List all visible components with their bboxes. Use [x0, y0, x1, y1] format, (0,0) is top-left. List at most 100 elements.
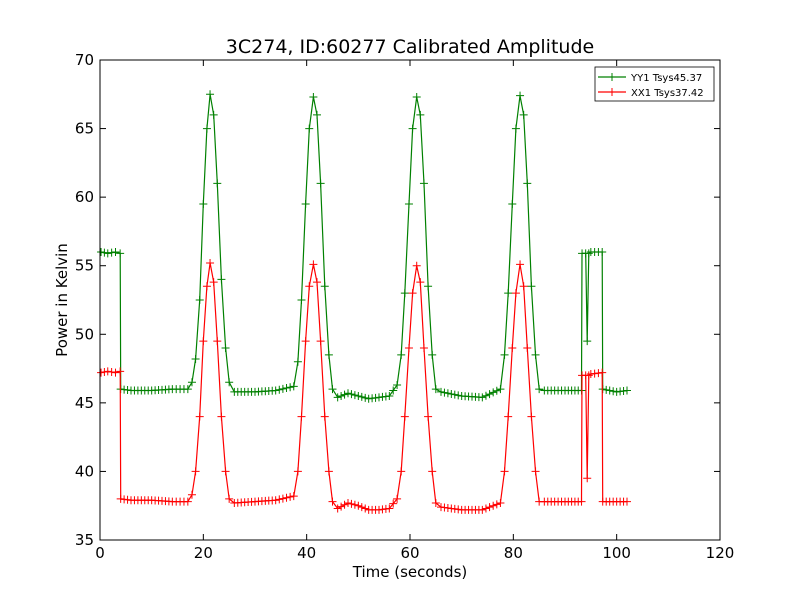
data-point	[516, 260, 525, 269]
data-point	[199, 200, 208, 208]
data-point	[416, 110, 425, 119]
data-point	[608, 73, 616, 81]
y-tick-label: 40	[75, 462, 94, 480]
data-point	[454, 391, 463, 400]
data-point	[412, 93, 421, 102]
data-point	[428, 350, 437, 359]
data-point	[328, 497, 337, 506]
data-point	[424, 282, 433, 291]
data-point	[609, 387, 618, 396]
data-point	[289, 382, 298, 391]
data-point	[447, 389, 456, 398]
x-axis-label: Time (seconds)	[352, 563, 468, 581]
y-tick-label: 45	[75, 394, 94, 412]
legend-box	[594, 66, 715, 102]
data-point	[191, 467, 200, 476]
data-point	[305, 282, 314, 291]
data-point	[97, 368, 106, 377]
data-point	[347, 390, 356, 399]
data-point	[333, 504, 342, 513]
data-point	[316, 179, 325, 188]
data-point	[511, 289, 520, 298]
data-point	[583, 474, 592, 483]
y-axis-label: Power in Kelvin	[53, 243, 71, 357]
data-point	[309, 93, 318, 102]
data-point	[278, 384, 287, 393]
data-point	[320, 282, 329, 291]
data-point	[412, 261, 421, 270]
data-point	[519, 282, 528, 291]
data-point	[199, 337, 208, 346]
data-point	[389, 386, 398, 395]
data-point	[103, 249, 112, 258]
data-point	[271, 386, 280, 395]
data-point	[531, 350, 540, 359]
data-point	[492, 386, 501, 395]
data-point	[485, 503, 494, 512]
data-point	[400, 412, 409, 421]
data-point	[523, 179, 532, 188]
chart-title: 3C274, ID:60277 Calibrated Amplitude	[226, 36, 594, 58]
data-point	[481, 504, 490, 513]
data-point	[393, 381, 402, 390]
data-point	[282, 384, 291, 393]
x-tick-label: 80	[504, 544, 523, 562]
data-point	[361, 504, 370, 513]
y-tick-label: 50	[75, 325, 94, 343]
plot-area: 0 20 40 60 80 100 120 35 40 45 50 55 60 65 70	[75, 51, 734, 562]
data-point	[527, 412, 536, 421]
data-point	[504, 412, 513, 421]
data-point	[608, 88, 616, 96]
data-point	[103, 367, 112, 376]
data-point	[313, 110, 321, 119]
data-point	[320, 412, 329, 421]
x-tick-label: 40	[297, 544, 316, 562]
data-point	[489, 501, 498, 510]
data-point	[584, 371, 593, 380]
y-tick-label: 70	[75, 51, 94, 69]
data-point	[478, 393, 487, 402]
data-point	[206, 258, 215, 267]
data-point	[508, 200, 517, 208]
data-point	[508, 344, 517, 352]
y-tick-label: 55	[75, 257, 94, 275]
legend-label: YY1 Tsys45.37	[630, 73, 702, 84]
data-point	[97, 248, 106, 256]
data-point	[309, 260, 318, 269]
data-point	[500, 350, 509, 359]
data-point	[275, 495, 284, 504]
data-point	[535, 385, 544, 394]
data-point	[443, 389, 452, 398]
data-point	[324, 467, 333, 476]
data-point	[344, 498, 352, 507]
data-point	[316, 337, 325, 346]
data-point	[404, 344, 413, 352]
y-tick-label: 35	[75, 531, 94, 549]
data-point	[187, 490, 196, 499]
y-tick-label: 65	[75, 120, 94, 138]
data-point	[393, 494, 402, 503]
legend-item: YY1 Tsys45.37	[598, 73, 702, 84]
data-point	[416, 278, 425, 287]
data-point	[213, 337, 222, 346]
data-point	[111, 368, 120, 377]
data-point	[111, 248, 120, 256]
data-point	[191, 354, 200, 363]
data-point	[347, 499, 356, 508]
series-yy1	[97, 90, 631, 403]
data-point	[496, 385, 505, 394]
x-tick-label: 100	[602, 544, 631, 562]
data-point	[344, 389, 352, 398]
data-point	[357, 392, 366, 401]
data-point	[598, 368, 607, 377]
data-point	[271, 496, 280, 505]
data-point	[605, 386, 614, 395]
series-xx1	[97, 258, 631, 514]
data-point	[293, 467, 302, 476]
data-point	[107, 368, 116, 376]
data-point	[424, 412, 433, 421]
data-point	[301, 337, 310, 346]
data-point	[100, 368, 109, 376]
data-point	[221, 344, 230, 352]
